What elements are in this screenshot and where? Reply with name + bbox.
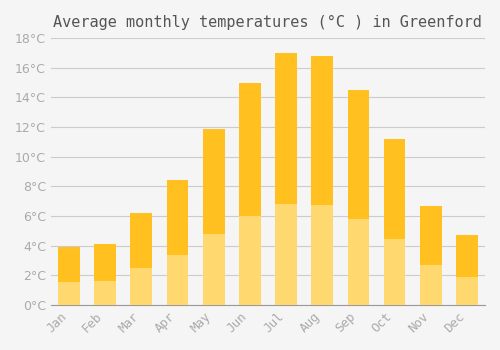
Bar: [384, 239, 406, 305]
Bar: [239, 83, 260, 305]
Bar: [130, 268, 152, 305]
Bar: [166, 181, 188, 305]
Bar: [420, 206, 442, 305]
Bar: [312, 205, 333, 305]
Title: Average monthly temperatures (°C ) in Greenford: Average monthly temperatures (°C ) in Gr…: [54, 15, 482, 30]
Bar: [130, 213, 152, 305]
Bar: [203, 128, 224, 305]
Bar: [312, 56, 333, 305]
Bar: [348, 90, 369, 305]
Bar: [456, 277, 478, 305]
Bar: [275, 204, 297, 305]
Bar: [94, 244, 116, 305]
Bar: [94, 281, 116, 305]
Bar: [420, 265, 442, 305]
Bar: [58, 282, 80, 305]
Bar: [456, 235, 478, 305]
Bar: [239, 216, 260, 305]
Bar: [58, 247, 80, 305]
Bar: [384, 139, 406, 305]
Bar: [275, 53, 297, 305]
Bar: [203, 234, 224, 305]
Bar: [166, 255, 188, 305]
Bar: [348, 219, 369, 305]
